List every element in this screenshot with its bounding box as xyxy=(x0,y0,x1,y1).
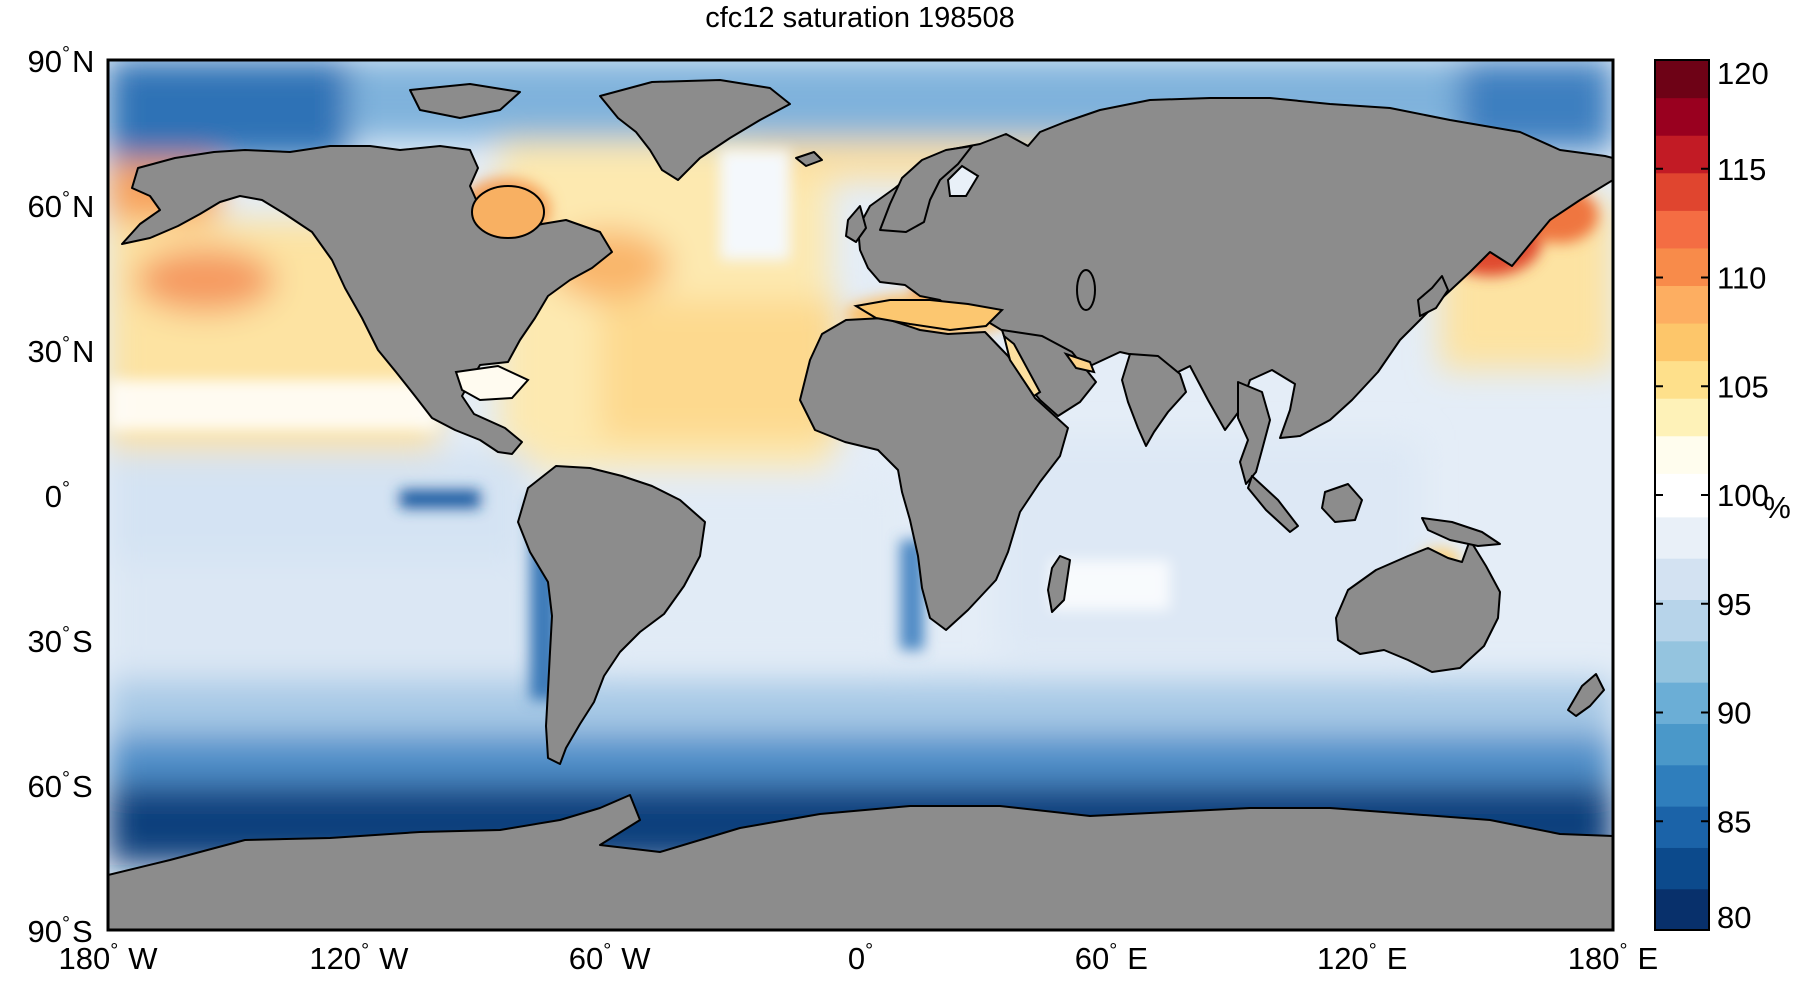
lat-hemisphere-2: N xyxy=(72,334,94,369)
mediterranean-sea xyxy=(853,299,1005,332)
colorbar-high-2 xyxy=(1655,360,1709,399)
hudson-bay xyxy=(471,185,545,239)
colorbar-ticks: 80 85 90 95 100 105 110 115 120 xyxy=(1655,56,1769,935)
colorbar-low-2 xyxy=(1655,806,1709,848)
colorbar: 80 85 90 95 100 105 110 115 120 % xyxy=(1654,56,1791,935)
map-frame xyxy=(106,58,1615,932)
field-indian-white xyxy=(1050,560,1170,610)
field-north-atlantic-white xyxy=(720,150,790,260)
colorbar-low-3 xyxy=(1655,764,1709,807)
lat-label-1: 60° xyxy=(28,188,70,224)
lat-hemisphere-0: N xyxy=(72,44,94,79)
land-britain xyxy=(845,205,867,243)
lon-label-3: 0° xyxy=(848,940,873,976)
lat-label-2: 30° xyxy=(28,333,70,369)
lon-label-4: 60° E xyxy=(1075,940,1148,976)
colorbar-low-8 xyxy=(1655,558,1709,600)
land-south-america xyxy=(517,465,706,765)
colorbar-low-0 xyxy=(1655,888,1709,931)
lon-label-1: 120° W xyxy=(309,940,409,976)
longitude-labels: 180° W 120° W 60° W 0° 60° E 120° E 180° E xyxy=(59,940,1659,976)
colorbar-segments xyxy=(1655,60,1709,931)
colorbar-label-2: 90 xyxy=(1717,696,1751,731)
lat-hemisphere-4: S xyxy=(72,624,93,659)
field-pacific-hotspot xyxy=(135,248,275,312)
colorbar-label-8: 120 xyxy=(1717,56,1769,91)
colorbar-high-8 xyxy=(1655,135,1709,174)
land-madagascar xyxy=(1047,555,1071,613)
colorbar-high-6 xyxy=(1655,210,1709,249)
field-north-pacific-white xyxy=(108,380,438,430)
colorbar-label-4: 100 xyxy=(1717,478,1769,513)
colorbar-label-6: 110 xyxy=(1717,261,1766,296)
gulf-of-mexico xyxy=(454,364,530,402)
land-australia xyxy=(1335,539,1501,673)
latitude-labels: 90° N60° N30° N0°30° S60° S90° S xyxy=(28,43,95,949)
lat-hemisphere-5: S xyxy=(72,769,93,804)
field-beaufort-cold xyxy=(108,60,348,160)
field-equatorial-cold xyxy=(400,490,480,508)
colorbar-high-3 xyxy=(1655,322,1709,362)
colorbar-high-7 xyxy=(1655,172,1709,211)
field-north-atlantic-subtropic xyxy=(600,300,840,440)
lat-label-0: 90° xyxy=(28,43,70,79)
colorbar-low-4 xyxy=(1655,723,1709,766)
inland-waters xyxy=(454,164,1096,402)
map-panel xyxy=(108,60,1613,930)
land-scandinavia xyxy=(879,145,973,233)
colorbar-low-6 xyxy=(1655,640,1709,683)
colorbar-label-7: 115 xyxy=(1717,152,1766,187)
land-greenland xyxy=(599,79,791,181)
lat-hemisphere-1: N xyxy=(72,189,94,224)
land-antarctica xyxy=(108,794,1613,930)
lon-label-2: 60° W xyxy=(569,940,651,976)
lat-label-4: 30° xyxy=(28,623,70,659)
land-canadian-archipelago xyxy=(409,83,521,119)
colorbar-label-0: 80 xyxy=(1717,900,1751,935)
land-borneo xyxy=(1321,483,1363,523)
colorbar-low-9 xyxy=(1655,516,1709,559)
colorbar-white-band xyxy=(1655,473,1709,518)
field-east-pacific-band xyxy=(108,450,528,570)
colorbar-label-1: 85 xyxy=(1717,804,1751,839)
colorbar-high-4 xyxy=(1655,285,1709,324)
land-japan xyxy=(1417,275,1449,317)
colorbar-low-7 xyxy=(1655,599,1709,642)
colorbar-high-0 xyxy=(1655,435,1709,474)
land-africa xyxy=(799,317,1069,631)
lat-label-5: 60° xyxy=(28,768,70,804)
land-sumatra xyxy=(1247,475,1299,533)
lon-label-6: 180° E xyxy=(1568,940,1658,976)
land-new-zealand xyxy=(1567,673,1605,717)
red-sea xyxy=(1002,333,1042,398)
field-south-pacific xyxy=(108,560,548,680)
colorbar-high-10 xyxy=(1655,60,1709,99)
field-southern-ocean-mid xyxy=(108,735,1613,785)
colorbar-high-1 xyxy=(1655,398,1709,437)
caspian-sea xyxy=(1076,269,1096,311)
land-new-guinea xyxy=(1421,517,1501,547)
map-title: cfc12 saturation 198508 xyxy=(705,2,1015,34)
colorbar-high-9 xyxy=(1655,97,1709,136)
field-southern-ocean-light xyxy=(108,680,1613,735)
persian-gulf xyxy=(1063,352,1096,374)
colorbar-low-1 xyxy=(1655,847,1709,890)
colorbar-unit: % xyxy=(1763,490,1791,525)
land-iceland xyxy=(795,151,823,167)
colorbar-high-5 xyxy=(1655,247,1709,287)
lat-hemisphere-6: S xyxy=(72,914,93,949)
colorbar-low-5 xyxy=(1655,682,1709,724)
land-india xyxy=(1121,353,1187,447)
lat-label-3: 0° xyxy=(45,478,70,514)
lon-label-0: 180° W xyxy=(59,940,159,976)
lon-label-5: 120° E xyxy=(1317,940,1407,976)
colorbar-label-5: 105 xyxy=(1717,369,1769,404)
baltic-sea xyxy=(946,164,980,197)
colorbar-label-3: 95 xyxy=(1717,587,1751,622)
